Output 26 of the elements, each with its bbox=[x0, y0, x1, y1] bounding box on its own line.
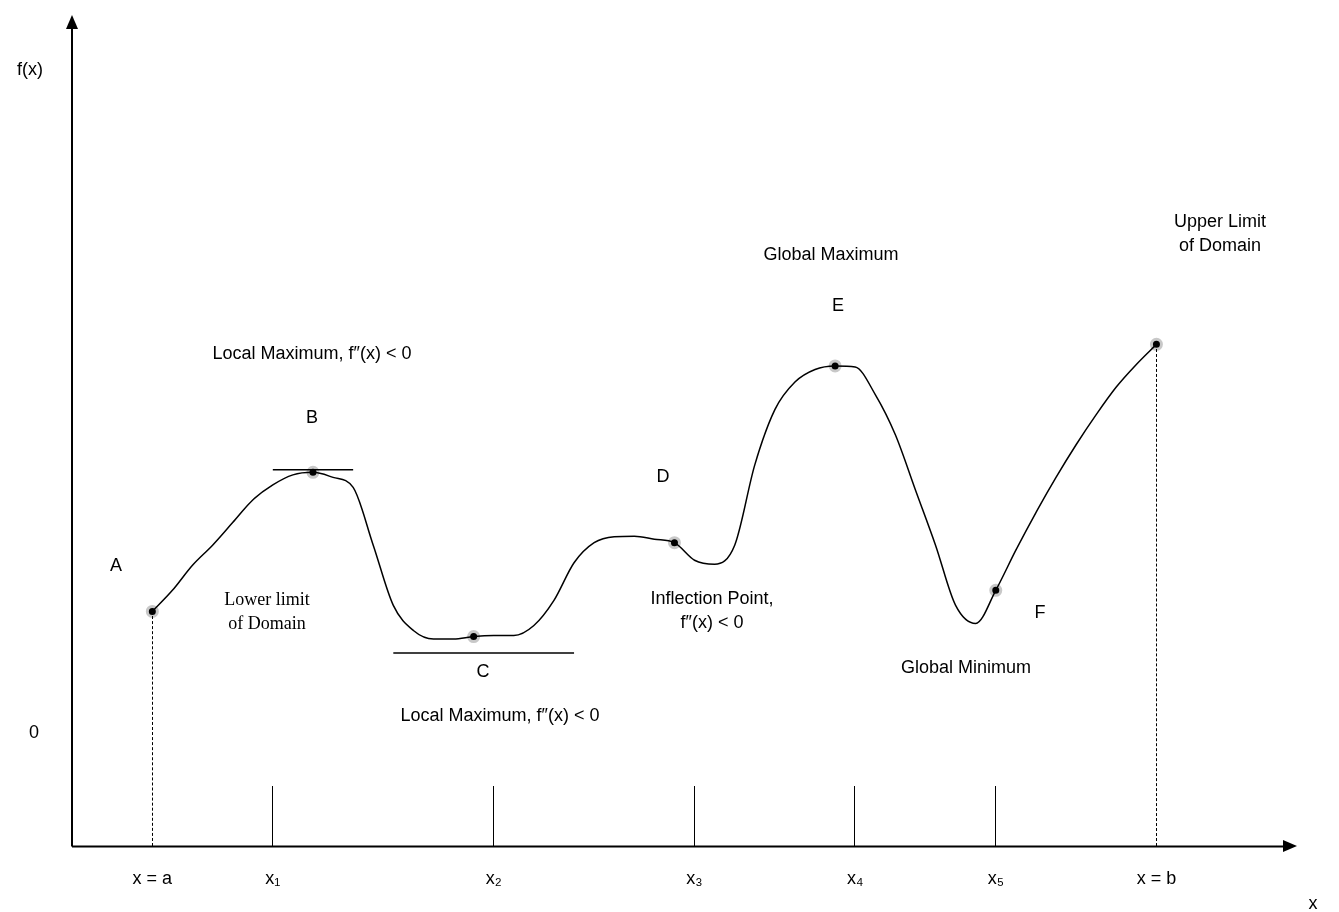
point bbox=[145, 604, 159, 618]
annotation: Local Maximum, f″(x) < 0 bbox=[212, 342, 412, 363]
text: Global Maximum bbox=[763, 243, 899, 264]
x-axis-title: x bbox=[1308, 893, 1318, 912]
annotation: Global Minimum bbox=[900, 656, 1032, 677]
annotation: D bbox=[656, 465, 670, 486]
annotation: Inflection Point, f″(x) < 0 bbox=[650, 587, 774, 632]
annotation: Local Maximum, f″(x) < 0 bbox=[400, 704, 600, 725]
x-tick-label: x = b bbox=[1136, 868, 1177, 889]
text: f(x) bbox=[17, 58, 43, 79]
text: 0 bbox=[28, 721, 40, 742]
text: Upper Limit of Domain bbox=[1173, 210, 1267, 255]
x-tick-label: x = a bbox=[132, 868, 174, 889]
annotation: B bbox=[305, 406, 319, 427]
annotation: A bbox=[109, 554, 123, 575]
point bbox=[1149, 337, 1163, 351]
annotation: F bbox=[1034, 601, 1046, 622]
x-tick-label: x₁ bbox=[265, 868, 281, 889]
x-tick-label: x₄ bbox=[847, 868, 864, 889]
annotation: C bbox=[476, 660, 490, 681]
point bbox=[467, 630, 481, 644]
x-tick-label: x₂ bbox=[485, 868, 502, 889]
text: E bbox=[831, 294, 845, 315]
x-tick-label: x₅ bbox=[987, 868, 1004, 889]
annotation: Lower limit of Domain bbox=[224, 588, 310, 633]
x-tick-label: x₃ bbox=[686, 868, 703, 889]
